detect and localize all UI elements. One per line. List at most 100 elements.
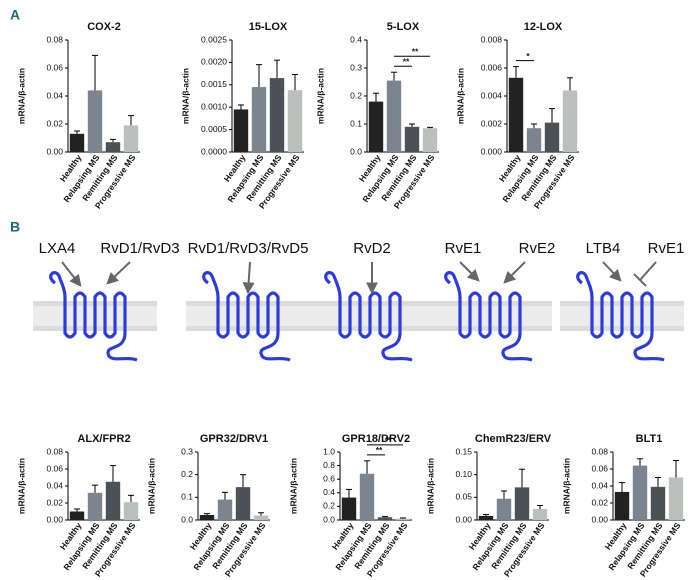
bar — [199, 515, 215, 520]
bar — [668, 477, 684, 520]
bar — [478, 515, 494, 520]
panel-label: B — [10, 219, 20, 235]
bar — [422, 128, 438, 152]
activation-arrow — [459, 261, 480, 282]
y-axis-label: mRNA/β-actin — [16, 68, 26, 124]
bar — [359, 473, 375, 520]
bar — [123, 125, 139, 152]
y-tick-label: 0.10 — [455, 469, 472, 479]
y-axis-label: mRNA/β-actin — [455, 68, 465, 124]
significance-label: ** — [385, 435, 392, 445]
bar — [123, 502, 139, 520]
panel-label: A — [10, 7, 20, 23]
bar — [614, 491, 630, 520]
y-tick-label: 0.3 — [181, 446, 193, 456]
y-tick-label: 0.008 — [481, 34, 503, 44]
y-tick-label: 0.15 — [455, 446, 472, 456]
inhibition-cap — [633, 273, 647, 287]
bar — [562, 90, 578, 152]
chart-title: GPR32/DRV1 — [200, 433, 268, 445]
y-axis-label: mRNA/β-actin — [315, 68, 325, 124]
y-tick-label: 0.0020 — [201, 57, 227, 67]
y-tick-label: 0.8 — [323, 460, 335, 470]
ligand-label: RvD1/RvD3/RvD5 — [188, 240, 309, 257]
y-tick-label: 0.00 — [455, 514, 472, 524]
y-axis-label: mRNA/β-actin — [16, 458, 26, 514]
activation-arrow — [106, 261, 131, 285]
y-axis-label: mRNA/β-actin — [146, 458, 156, 514]
bar — [253, 515, 269, 520]
y-tick-label: 0.006 — [481, 62, 503, 72]
y-tick-label: 0.06 — [46, 62, 63, 72]
ligand-label: RvE2 — [519, 240, 556, 257]
bar — [532, 509, 548, 520]
y-tick-label: 0.05 — [455, 492, 472, 502]
chart-title: BLT1 — [636, 433, 663, 445]
inhibition-bar — [639, 261, 657, 281]
receptor — [324, 271, 413, 362]
y-tick-label: 0.02 — [591, 497, 608, 507]
y-tick-label: 0.002 — [481, 118, 503, 128]
bar — [341, 497, 357, 520]
significance-label: ** — [376, 445, 383, 455]
y-tick-label: 0.0015 — [201, 79, 227, 89]
ligand-label: LTB4 — [586, 240, 621, 257]
y-tick-label: 0.08 — [591, 446, 608, 456]
chart-title: 12-LOX — [524, 21, 563, 33]
bar — [508, 77, 524, 152]
significance-label: ** — [403, 56, 410, 66]
chart-title: COX-2 — [87, 21, 121, 33]
bar — [69, 511, 85, 520]
y-tick-label: 0.1 — [350, 118, 362, 128]
chart-title: ALX/FPR2 — [77, 433, 130, 445]
ligand-label: LXA4 — [39, 240, 76, 257]
bar — [235, 487, 251, 520]
bar — [105, 481, 121, 520]
bar — [233, 109, 249, 152]
receptor — [49, 271, 138, 362]
chart-title: 5-LOX — [387, 21, 420, 33]
y-tick-label: 0.02 — [46, 118, 63, 128]
y-tick-label: 0.000 — [481, 146, 503, 156]
receptor — [444, 271, 533, 362]
bar — [87, 492, 103, 520]
bar — [368, 101, 384, 152]
y-tick-label: 0.04 — [591, 480, 608, 490]
y-tick-label: 0.06 — [46, 463, 63, 473]
y-tick-label: 0.0 — [181, 514, 193, 524]
bar — [632, 465, 648, 520]
y-tick-label: 0.004 — [481, 90, 503, 100]
significance-label: ** — [412, 46, 419, 56]
ligand-label: RvE1 — [648, 240, 685, 257]
y-tick-label: 1.0 — [323, 446, 335, 456]
y-tick-label: 0.0000 — [201, 146, 227, 156]
bar — [87, 90, 103, 152]
y-tick-label: 0.3 — [350, 62, 362, 72]
y-tick-label: 0.0 — [350, 146, 362, 156]
ligand-label: RvD2 — [353, 240, 391, 257]
y-tick-label: 0.0 — [323, 514, 335, 524]
activation-arrow — [503, 261, 526, 284]
y-tick-label: 0.02 — [46, 497, 63, 507]
bar — [251, 87, 267, 152]
bar — [544, 122, 560, 152]
ligand-label: RvE1 — [445, 240, 482, 257]
y-axis-label: mRNA/β-actin — [180, 68, 190, 124]
y-tick-label: 0.08 — [46, 34, 63, 44]
ligand-label: RvD1/RvD3 — [100, 240, 179, 257]
bar — [514, 487, 530, 520]
activation-arrow — [602, 261, 622, 282]
bar — [377, 517, 393, 520]
y-tick-label: 0.0005 — [201, 124, 227, 134]
chart-title: ChemR23/ERV — [475, 433, 552, 445]
bar — [650, 486, 666, 520]
y-axis-label: mRNA/β-actin — [288, 458, 298, 514]
y-tick-label: 0.00 — [46, 514, 63, 524]
bar — [404, 126, 420, 152]
y-tick-label: 0.2 — [323, 501, 335, 511]
bar — [269, 78, 285, 152]
receptor — [576, 271, 665, 362]
bar — [69, 133, 85, 152]
y-tick-label: 0.04 — [46, 90, 63, 100]
